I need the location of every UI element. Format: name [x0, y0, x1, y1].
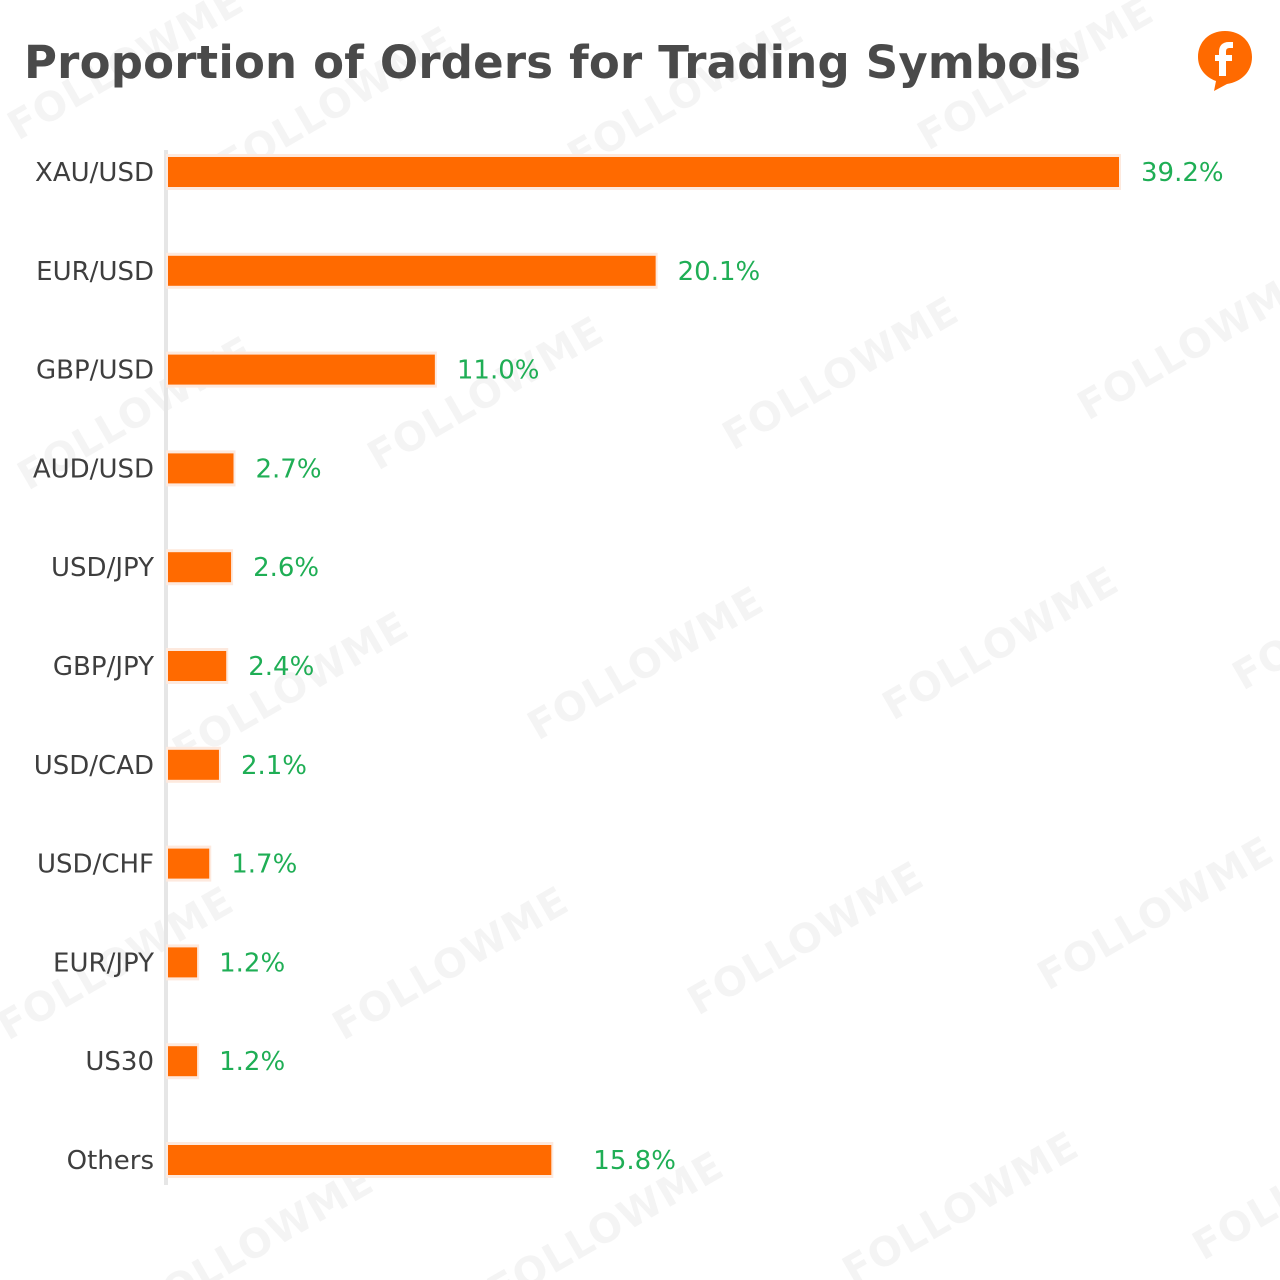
category-label: US30 [85, 1047, 154, 1077]
value-label: 20.1% [678, 257, 761, 287]
bar [168, 552, 232, 583]
bar [168, 1046, 198, 1077]
bar [168, 947, 198, 978]
category-label: GBP/USD [36, 356, 154, 386]
bar [168, 354, 435, 385]
value-label: 2.1% [241, 751, 307, 781]
bar [168, 1145, 552, 1175]
category-label: EUR/JPY [53, 948, 154, 978]
category-label: Others [67, 1146, 154, 1176]
bar [168, 749, 219, 780]
category-label: USD/JPY [51, 553, 154, 583]
followme-logo-icon [1198, 31, 1252, 91]
value-label: 39.2% [1141, 158, 1224, 188]
value-label: 11.0% [457, 356, 540, 386]
category-label: USD/CAD [34, 751, 154, 781]
value-label: 2.4% [248, 652, 314, 682]
bar [168, 157, 1119, 187]
bar [168, 255, 656, 286]
category-label: USD/CHF [37, 850, 154, 880]
bar [168, 848, 210, 879]
category-label: EUR/USD [36, 257, 154, 287]
bar [168, 651, 227, 681]
category-label: GBP/JPY [53, 652, 154, 682]
value-label: 1.2% [219, 1047, 285, 1077]
category-label: XAU/USD [35, 158, 154, 188]
value-label: 1.2% [219, 948, 285, 978]
value-label: 2.6% [253, 553, 319, 583]
value-label: 15.8% [593, 1146, 676, 1176]
chart-title: Proportion of Orders for Trading Symbols [24, 36, 1082, 89]
bar [168, 453, 234, 484]
value-label: 2.7% [256, 454, 322, 484]
value-label: 1.7% [231, 850, 297, 880]
category-label: AUD/USD [33, 454, 154, 484]
